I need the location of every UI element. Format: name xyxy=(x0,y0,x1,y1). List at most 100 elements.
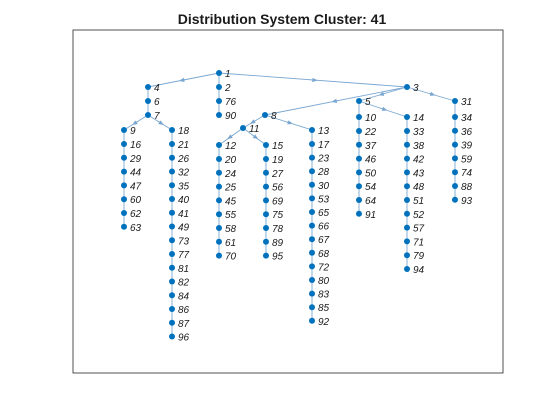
node-71 xyxy=(404,238,410,245)
node-label-80: 80 xyxy=(318,276,330,287)
node-label-60: 60 xyxy=(130,195,142,206)
arrow-3-5 xyxy=(378,91,386,96)
node-label-75: 75 xyxy=(272,210,284,221)
node-94 xyxy=(404,266,410,272)
node-label-95: 95 xyxy=(272,252,284,263)
node-96 xyxy=(169,333,175,340)
axes-box xyxy=(72,29,504,374)
node-label-7: 7 xyxy=(154,111,160,122)
node-label-18: 18 xyxy=(178,126,190,137)
node-label-82: 82 xyxy=(178,278,190,289)
node-8 xyxy=(262,112,268,118)
node-35 xyxy=(169,182,175,189)
node-29 xyxy=(121,154,127,161)
node-11 xyxy=(240,125,246,131)
node-label-26: 26 xyxy=(177,154,190,165)
node-label-61: 61 xyxy=(225,238,236,249)
node-label-84: 84 xyxy=(178,291,190,302)
node-label-50: 50 xyxy=(365,168,377,179)
node-label-34: 34 xyxy=(461,113,473,124)
node-75 xyxy=(263,211,269,218)
node-label-55: 55 xyxy=(225,210,237,221)
node-48 xyxy=(404,183,410,190)
node-label-4: 4 xyxy=(154,83,160,94)
node-label-81: 81 xyxy=(178,264,189,275)
node-label-6: 6 xyxy=(154,97,160,108)
node-label-64: 64 xyxy=(365,196,377,207)
node-49 xyxy=(169,223,175,230)
node-54 xyxy=(356,183,362,190)
arrow-7-9 xyxy=(132,120,138,125)
node-87 xyxy=(169,319,175,326)
node-83 xyxy=(309,290,315,297)
node-label-11: 11 xyxy=(249,124,259,135)
node-label-67: 67 xyxy=(318,235,330,246)
node-37 xyxy=(356,141,362,148)
node-label-22: 22 xyxy=(364,127,377,138)
node-69 xyxy=(263,197,269,204)
node-92 xyxy=(309,317,315,324)
node-72 xyxy=(309,263,315,270)
node-26 xyxy=(169,154,175,161)
node-30 xyxy=(309,181,315,188)
node-46 xyxy=(356,155,362,162)
node-label-41: 41 xyxy=(178,209,189,220)
node-label-77: 77 xyxy=(178,250,190,261)
node-68 xyxy=(309,249,315,256)
node-label-13: 13 xyxy=(318,126,330,137)
node-label-33: 33 xyxy=(413,127,425,138)
arrow-11-12 xyxy=(227,134,233,140)
node-1 xyxy=(216,70,222,76)
node-label-36: 36 xyxy=(461,127,473,138)
node-57 xyxy=(404,224,410,231)
arrow-5-14 xyxy=(380,106,388,111)
node-52 xyxy=(404,210,410,217)
arrow-8-13 xyxy=(286,120,293,125)
node-label-53: 53 xyxy=(318,194,330,205)
node-81 xyxy=(169,264,175,271)
node-82 xyxy=(169,278,175,285)
node-28 xyxy=(309,168,315,175)
node-40 xyxy=(169,196,175,202)
node-label-40: 40 xyxy=(178,195,190,206)
node-label-72: 72 xyxy=(318,262,330,273)
node-56 xyxy=(263,183,269,190)
node-label-71: 71 xyxy=(413,237,424,248)
node-73 xyxy=(169,237,175,244)
node-5 xyxy=(356,98,362,104)
node-label-87: 87 xyxy=(178,319,190,330)
node-13 xyxy=(309,127,315,133)
node-label-63: 63 xyxy=(130,223,142,234)
node-9 xyxy=(121,127,127,133)
node-label-27: 27 xyxy=(271,169,284,180)
node-61 xyxy=(216,238,222,245)
node-label-76: 76 xyxy=(225,97,237,108)
node-label-31: 31 xyxy=(461,97,472,108)
node-44 xyxy=(121,168,127,175)
node-20 xyxy=(216,156,222,162)
node-label-70: 70 xyxy=(225,252,237,263)
node-10 xyxy=(356,114,362,120)
node-31 xyxy=(452,98,458,104)
node-23 xyxy=(309,154,315,161)
node-label-79: 79 xyxy=(413,251,425,262)
node-18 xyxy=(169,127,175,133)
node-79 xyxy=(404,252,410,259)
node-label-19: 19 xyxy=(272,155,284,166)
node-label-1: 1 xyxy=(225,69,231,80)
node-label-21: 21 xyxy=(177,140,189,151)
node-21 xyxy=(169,141,175,147)
node-label-86: 86 xyxy=(178,305,190,316)
arrow-8-11 xyxy=(249,119,256,124)
node-17 xyxy=(309,141,315,147)
node-label-25: 25 xyxy=(224,183,237,194)
node-label-59: 59 xyxy=(461,154,473,165)
node-label-43: 43 xyxy=(413,168,425,179)
node-63 xyxy=(121,223,127,230)
node-27 xyxy=(263,169,269,176)
node-label-8: 8 xyxy=(271,111,277,122)
node-label-35: 35 xyxy=(178,181,190,192)
node-86 xyxy=(169,306,175,312)
node-label-45: 45 xyxy=(225,196,237,207)
node-85 xyxy=(309,304,315,311)
